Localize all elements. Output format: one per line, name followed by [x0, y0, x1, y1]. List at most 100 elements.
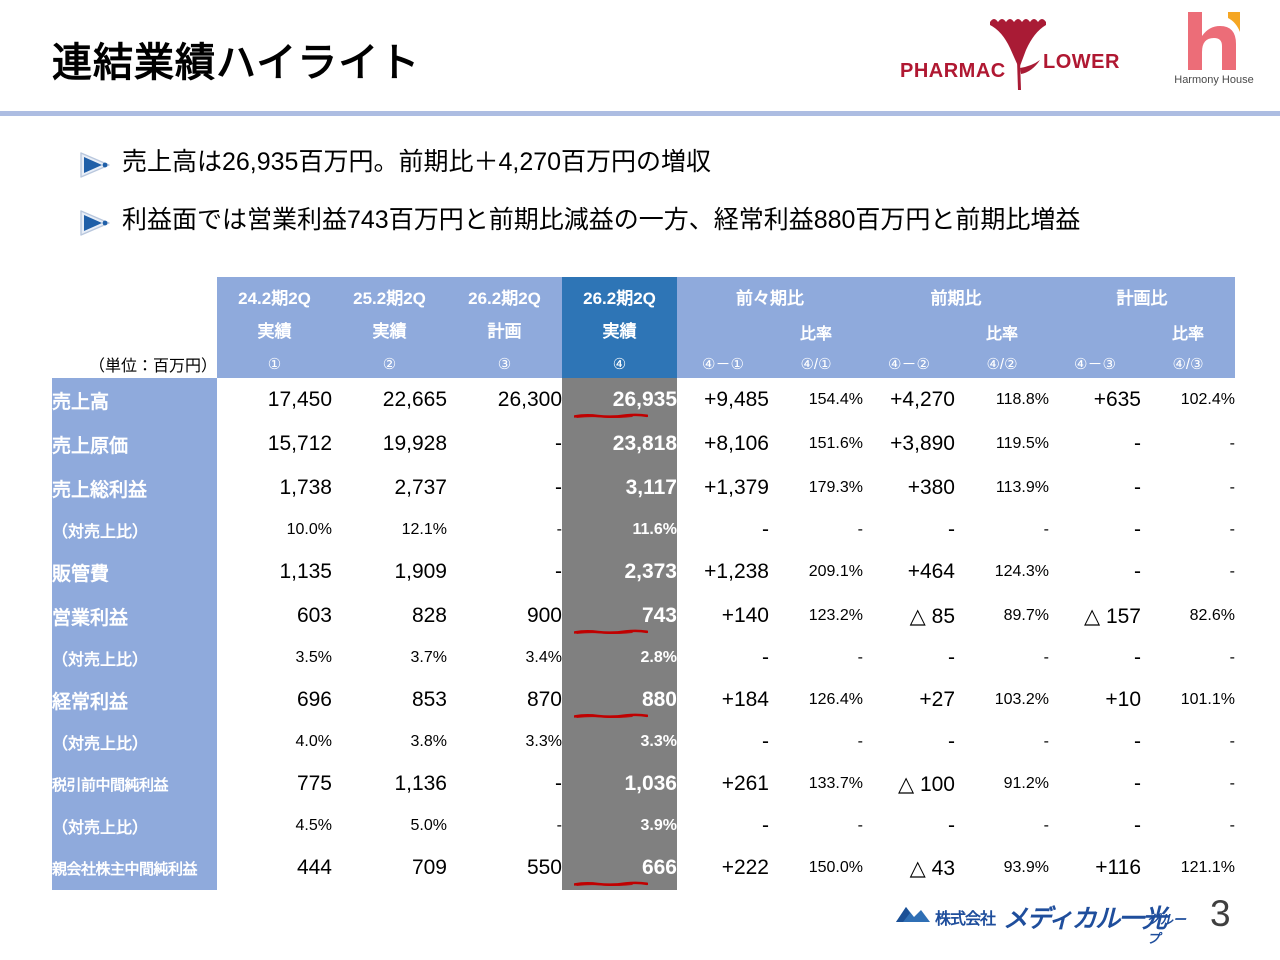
cell-value: 2,737 — [332, 466, 447, 510]
group-header-prev-prev-period: 前々期比 — [677, 277, 863, 315]
col-header-period-1-sub: 実績 — [257, 322, 292, 341]
cell-difference: +1,379 — [677, 466, 769, 510]
group-1-diff-formula: ④－① — [677, 349, 769, 378]
cell-value: 4.5% — [217, 806, 332, 846]
table-row: 売上高 17,450 22,665 26,300 26,935 +9,485 154.4% +… — [52, 378, 1235, 422]
group-3-diff-blank — [1049, 315, 1141, 349]
cell-value: - — [447, 550, 562, 594]
cell-ratio: 119.5% — [955, 422, 1049, 466]
cell-value: 853 — [332, 678, 447, 722]
cell-difference: +4,270 — [863, 378, 955, 422]
cell-ratio: 101.1% — [1141, 678, 1235, 722]
cell-ratio: - — [1141, 722, 1235, 762]
row-label: 税引前中間純利益 — [52, 762, 217, 806]
cell-ratio: 89.7% — [955, 594, 1049, 638]
cell-difference: +261 — [677, 762, 769, 806]
col-header-period-3-sub: 計画 — [487, 322, 522, 341]
tulip-icon — [990, 19, 1046, 90]
cell-actual-current: 11.6% — [562, 510, 677, 550]
cell-difference: +9,485 — [677, 378, 769, 422]
cell-ratio: 151.6% — [769, 422, 863, 466]
cell-ratio: 150.0% — [769, 846, 863, 890]
cell-value: 3.7% — [332, 638, 447, 678]
table-body: 売上高 17,450 22,665 26,300 26,935 +9,485 154.4% +… — [52, 378, 1235, 890]
cell-ratio: - — [955, 722, 1049, 762]
table-head: 24.2期2Q 実績 25.2期2Q 実績 26.2期2Q 計画 26.2期2Q… — [52, 277, 1235, 378]
cell-actual-current: 3.9% — [562, 806, 677, 846]
cell-difference: △ 43 — [863, 846, 955, 890]
pharmacy-flower-logo: PHARMAC LOWER — [900, 14, 1119, 94]
unit-label: （単位：百万円） — [52, 349, 217, 378]
cell-ratio: 126.4% — [769, 678, 863, 722]
play-triangle-bullet-icon — [80, 152, 110, 178]
page-number: 3 — [1210, 893, 1231, 934]
cell-ratio: - — [1141, 422, 1235, 466]
play-triangle-bullet-icon — [80, 210, 110, 236]
col-header-period-4-name: 26.2期2Q — [583, 289, 656, 308]
table-row: 経常利益 696 853 870 880 +184 126.4% +27 103.2% +10 10… — [52, 678, 1235, 722]
cell-actual-current: 1,036 — [562, 762, 677, 806]
cell-actual-current: 880 — [562, 678, 677, 722]
col-header-period-3-name: 26.2期2Q — [468, 289, 541, 308]
table-row: （対売上比） 10.0% 12.1% -11.6% - - - - - - — [52, 510, 1235, 550]
cell-difference: +635 — [1049, 378, 1141, 422]
cell-value: - — [447, 762, 562, 806]
cell-actual-current: 2,373 — [562, 550, 677, 594]
cell-value: 26,300 — [447, 378, 562, 422]
cell-difference: +464 — [863, 550, 955, 594]
cell-ratio: 102.4% — [1141, 378, 1235, 422]
cell-ratio: - — [1141, 510, 1235, 550]
cell-ratio: 209.1% — [769, 550, 863, 594]
company-footer-logo: 株式会社 メディカル一光 グループ — [895, 898, 1195, 946]
cell-value: 10.0% — [217, 510, 332, 550]
table-row: （対売上比） 3.5% 3.7% 3.4% 2.8% - - - - - - — [52, 638, 1235, 678]
cell-ratio: 118.8% — [955, 378, 1049, 422]
group-2-diff-blank — [863, 315, 955, 349]
cell-ratio: - — [1141, 806, 1235, 846]
cell-value: 709 — [332, 846, 447, 890]
cell-difference: +140 — [677, 594, 769, 638]
harmony-house-h-icon — [1188, 12, 1240, 70]
cell-ratio: - — [769, 510, 863, 550]
row-label: 親会社株主中間純利益 — [52, 846, 217, 890]
group-1-ratio-formula: ④/① — [769, 349, 863, 378]
cell-difference: +3,890 — [863, 422, 955, 466]
cell-value: 3.3% — [447, 722, 562, 762]
row-label: 経常利益 — [52, 678, 217, 722]
cell-ratio: 121.1% — [1141, 846, 1235, 890]
col-header-period-2-name: 25.2期2Q — [353, 289, 426, 308]
table-row: 税引前中間純利益 775 1,136-1,036 +261 133.7% △ 100 91.… — [52, 762, 1235, 806]
cell-ratio: 123.2% — [769, 594, 863, 638]
group-1-ratio-label: 比率 — [769, 315, 863, 349]
pharmacy-flower-logo-text-right: LOWER — [1043, 51, 1120, 73]
cell-difference: - — [1049, 722, 1141, 762]
slide-header: 連結業績ハイライト PHARMAC LOWER Harmony House — [0, 0, 1280, 116]
cell-value: 870 — [447, 678, 562, 722]
cell-difference: +8,106 — [677, 422, 769, 466]
col-circle-1: ① — [217, 349, 332, 378]
cell-difference: - — [677, 806, 769, 846]
row-label: （対売上比） — [52, 510, 217, 550]
cell-value: 1,135 — [217, 550, 332, 594]
row-label: 販管費 — [52, 550, 217, 594]
col-circle-4: ④ — [562, 349, 677, 378]
group-3-ratio-formula: ④/③ — [1141, 349, 1235, 378]
group-header-prev-period: 前期比 — [863, 277, 1049, 315]
cell-value: 775 — [217, 762, 332, 806]
cell-difference: - — [1049, 466, 1141, 510]
cell-value: - — [447, 510, 562, 550]
cell-ratio: - — [955, 638, 1049, 678]
cell-ratio: 124.3% — [955, 550, 1049, 594]
table-row: （対売上比） 4.5% 5.0% -3.9% - - - - - - — [52, 806, 1235, 846]
company-prefix: 株式会社 — [935, 911, 996, 928]
cell-difference: - — [677, 638, 769, 678]
col-header-period-4-selected: 26.2期2Q 実績 — [562, 277, 677, 349]
cell-value: 550 — [447, 846, 562, 890]
cell-ratio: 93.9% — [955, 846, 1049, 890]
cell-difference: +1,238 — [677, 550, 769, 594]
cell-ratio: - — [1141, 762, 1235, 806]
cell-ratio: 103.2% — [955, 678, 1049, 722]
table-row: 営業利益 603 828 900 743 +140 123.2% △ 85 89.7% △ 157… — [52, 594, 1235, 638]
cell-difference: △ 157 — [1049, 594, 1141, 638]
cell-value: 1,136 — [332, 762, 447, 806]
